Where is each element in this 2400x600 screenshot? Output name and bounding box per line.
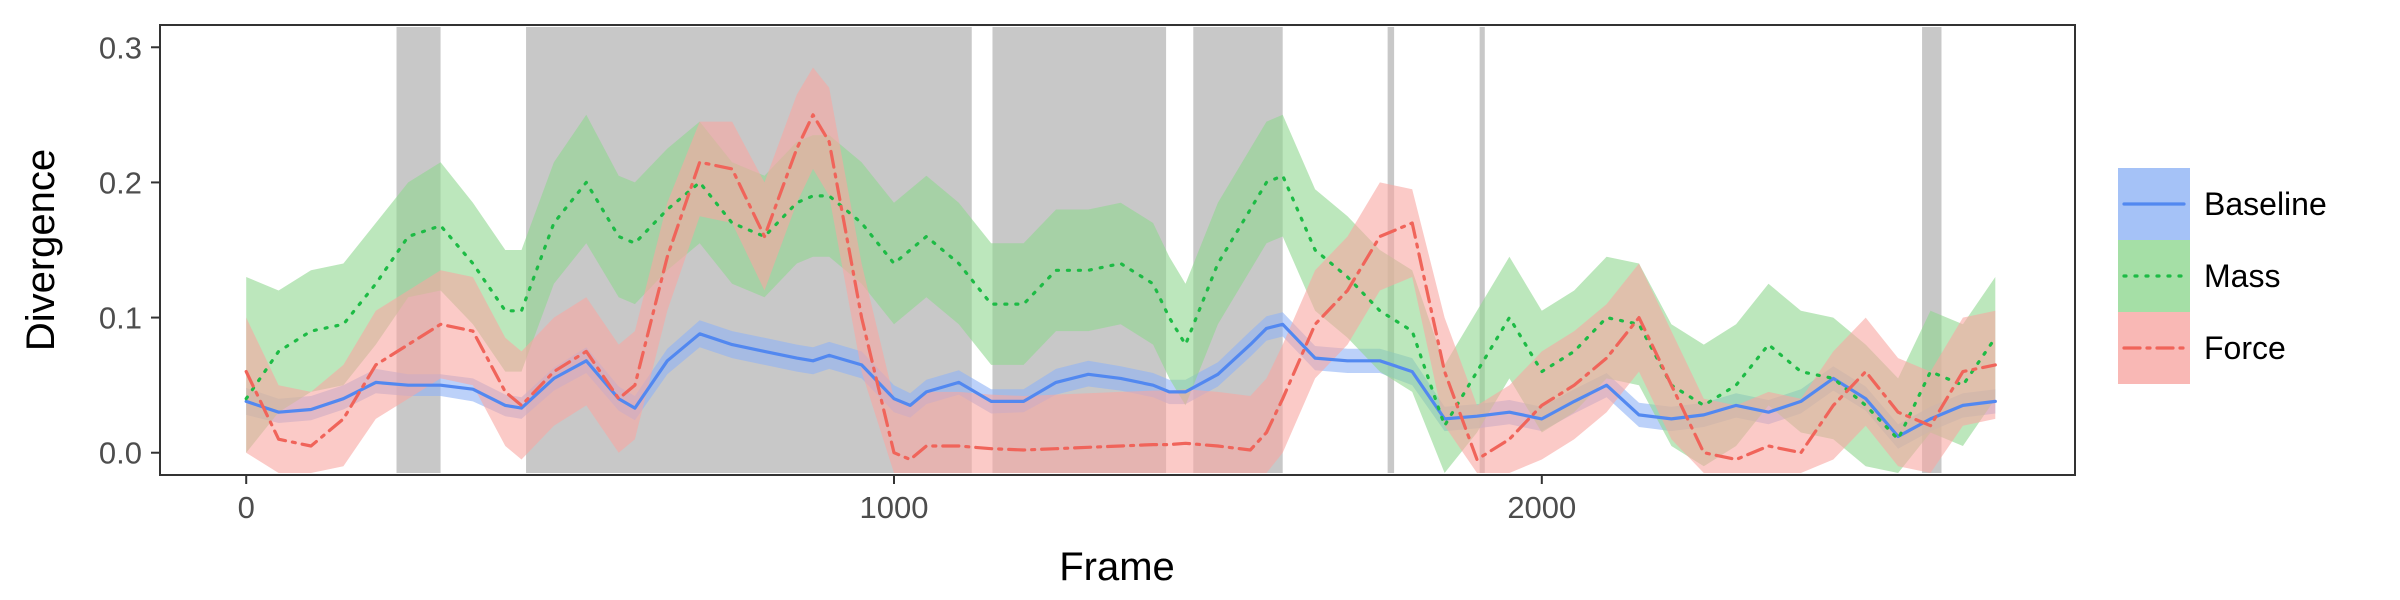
plot-panel-border [159, 24, 2076, 476]
y-axis: 0.0 0.1 0.2 0.3 [99, 30, 159, 471]
legend-label-mass: Mass [2204, 258, 2280, 294]
x-tick-label-2000: 2000 [1507, 490, 1576, 525]
band-force [246, 67, 1996, 473]
y-axis-title: Divergence [19, 149, 63, 351]
y-tick-label-0.1: 0.1 [99, 301, 142, 336]
series-lines [244, 113, 1997, 462]
y-tick-label-0.3: 0.3 [99, 30, 142, 65]
legend: Baseline Mass Force [2118, 168, 2327, 384]
x-axis: 0 1000 2000 [238, 476, 1576, 525]
line-baseline [244, 322, 1997, 439]
shaded-interval-6 [1479, 27, 1485, 473]
y-tick-label-0.0: 0.0 [99, 436, 142, 471]
x-tick-label-1000: 1000 [860, 490, 929, 525]
y-tick-label-0.2: 0.2 [99, 165, 142, 200]
x-axis-title: Frame [1059, 545, 1175, 589]
line-mass [244, 174, 1997, 441]
legend-label-baseline: Baseline [2204, 186, 2327, 222]
line-force [244, 113, 1997, 462]
x-tick-label-0: 0 [238, 490, 255, 525]
legend-label-force: Force [2204, 330, 2286, 366]
